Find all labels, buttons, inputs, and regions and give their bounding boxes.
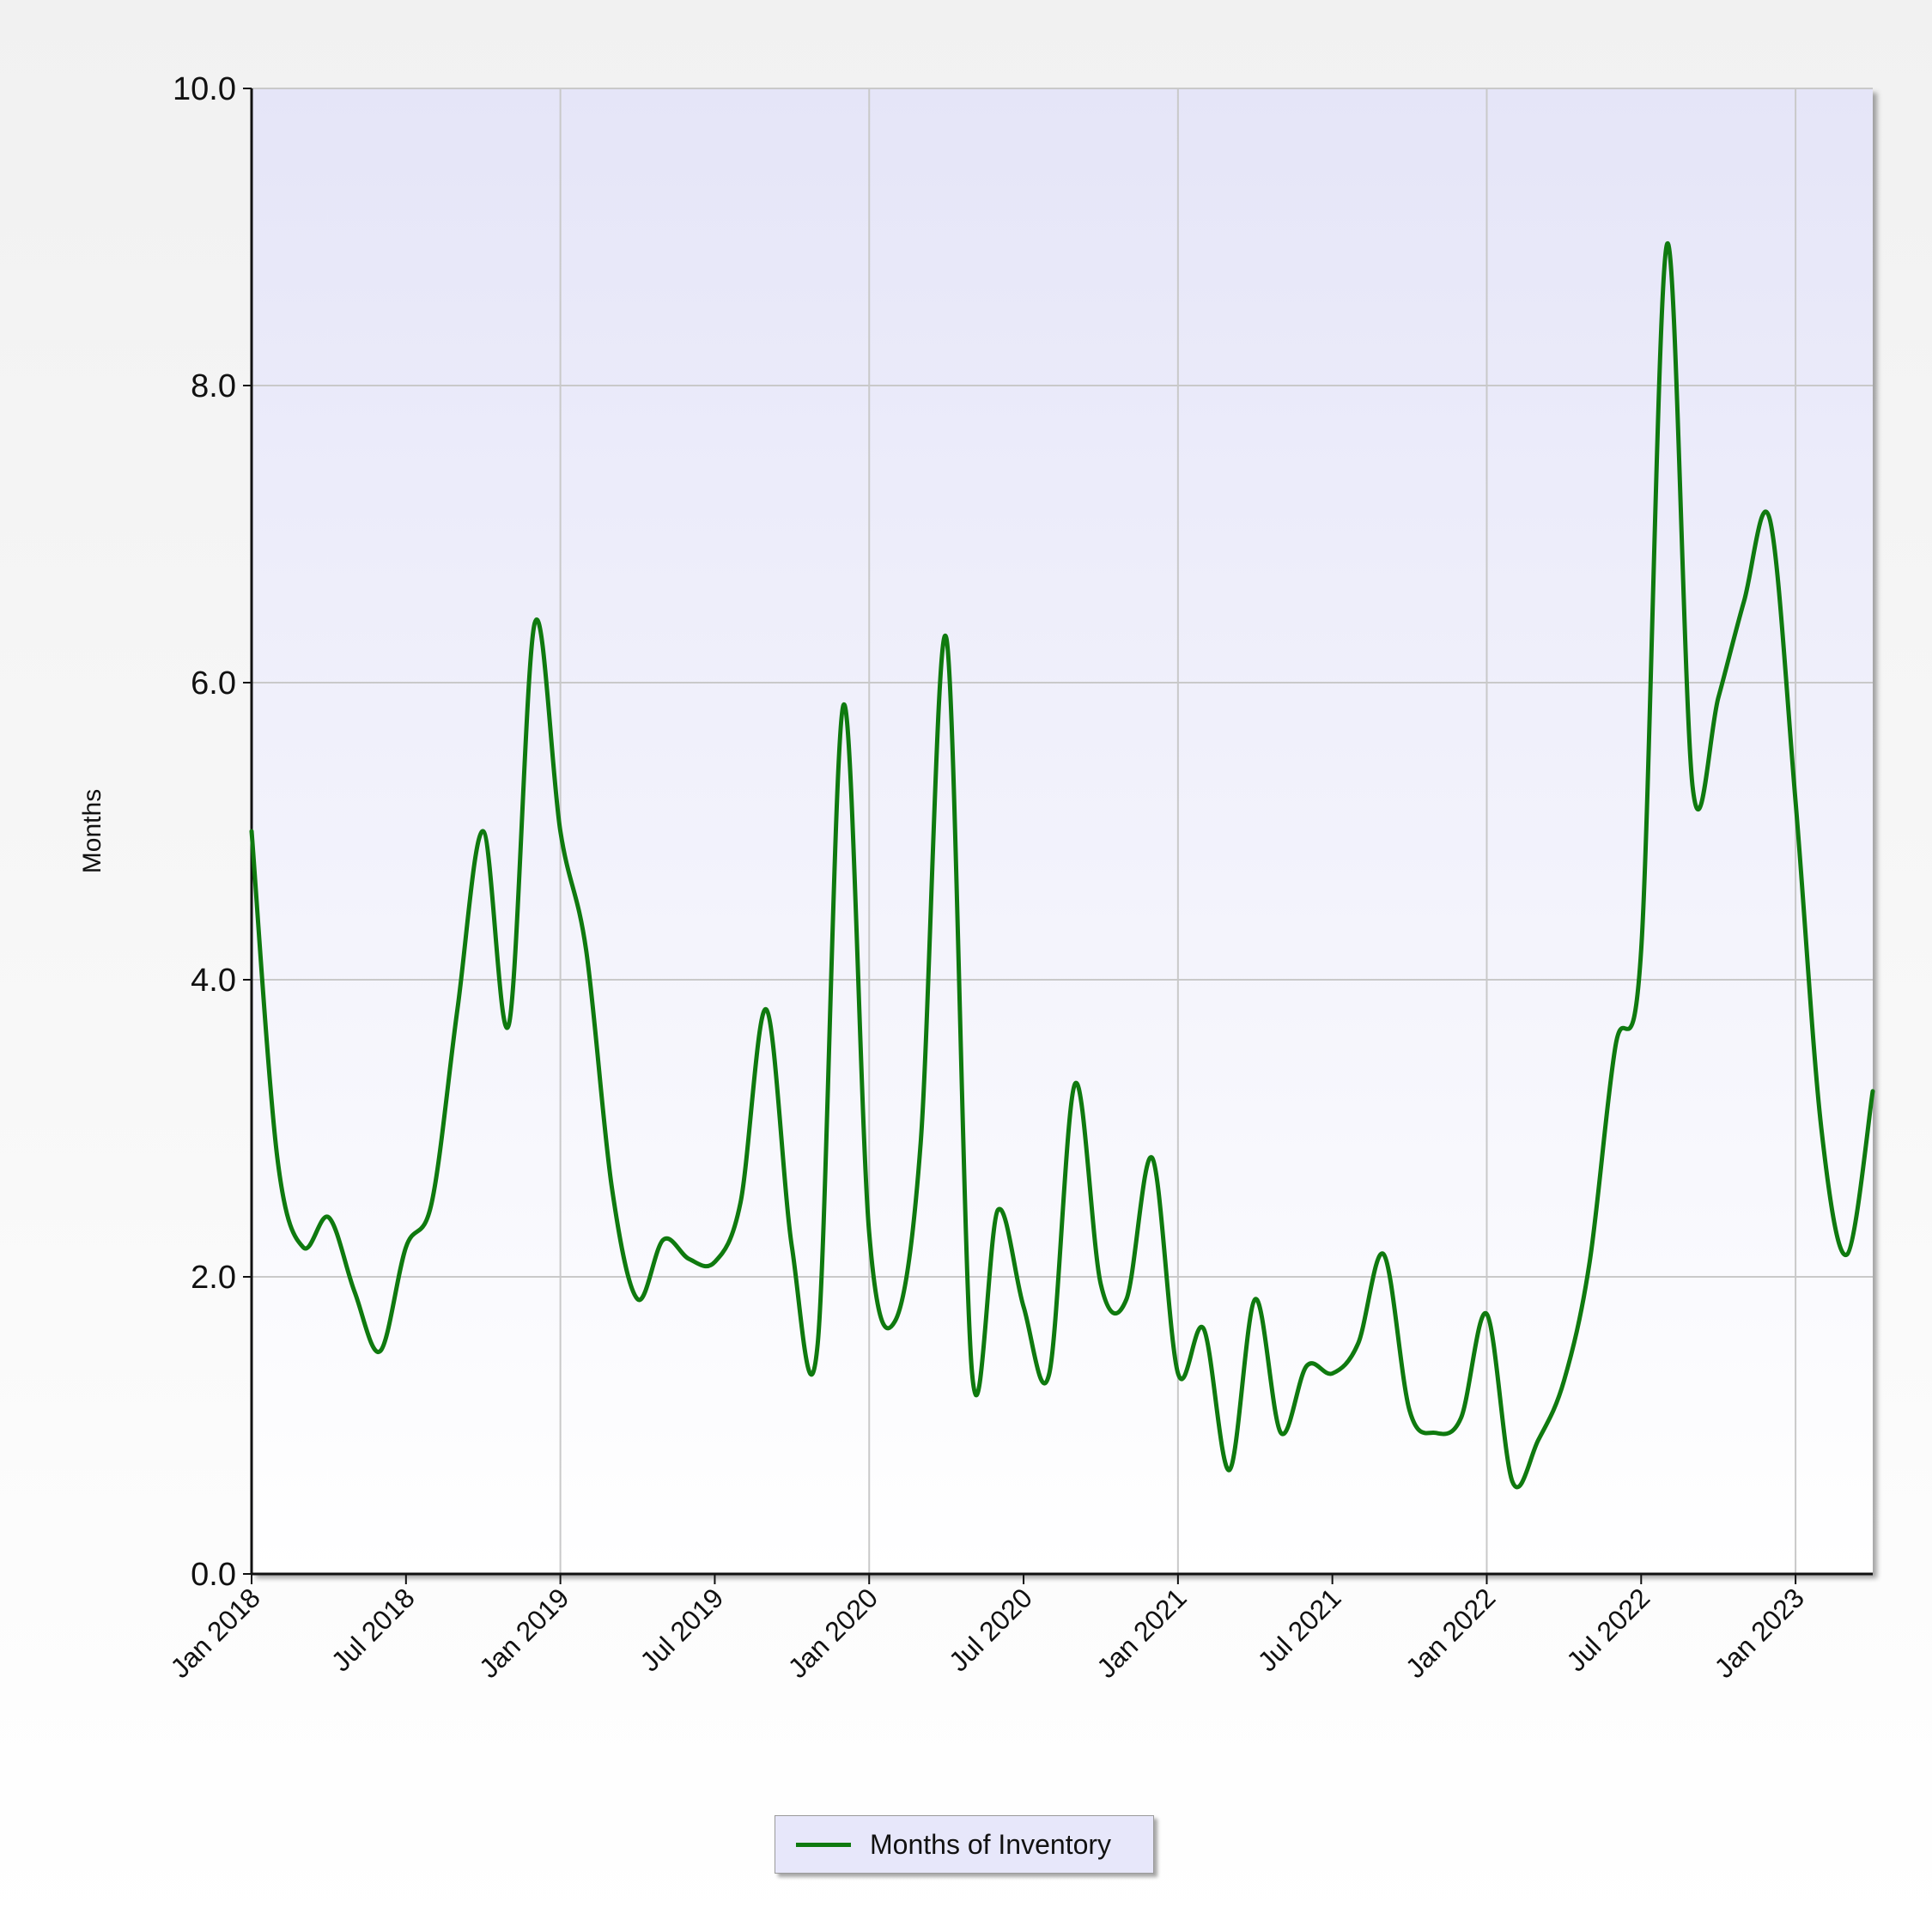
x-tick-label: Jul 2019 bbox=[634, 1582, 729, 1677]
series-line-months-of-inventory bbox=[249, 241, 1875, 1490]
x-axis-ticks: Jan 2018 Jul 2018 Jan 2019 Jul 2019 Jan 2020… bbox=[164, 1574, 1810, 1684]
y-tick-label: 10.0 bbox=[173, 71, 236, 107]
y-tick-label: 8.0 bbox=[191, 368, 236, 404]
x-tick-label: Jul 2022 bbox=[1560, 1582, 1656, 1677]
x-tick-label: Jul 2020 bbox=[943, 1582, 1038, 1677]
plot-area bbox=[252, 88, 1873, 1574]
x-tick-label: Jan 2018 bbox=[164, 1582, 266, 1684]
y-tick-label: 6.0 bbox=[191, 665, 236, 702]
y-tick-label: 0.0 bbox=[191, 1557, 236, 1593]
y-tick-label: 2.0 bbox=[191, 1260, 236, 1296]
x-tick-label: Jan 2020 bbox=[782, 1582, 884, 1684]
x-tick-label: Jan 2022 bbox=[1400, 1582, 1502, 1684]
legend: Months of Inventory bbox=[775, 1815, 1154, 1874]
x-tick-label: Jul 2018 bbox=[325, 1582, 421, 1677]
legend-label: Months of Inventory bbox=[870, 1828, 1112, 1860]
x-tick-label: Jan 2023 bbox=[1708, 1582, 1810, 1684]
x-tick-label: Jul 2021 bbox=[1252, 1582, 1347, 1677]
y-tick-label: 4.0 bbox=[191, 963, 236, 999]
x-tick-label: Jan 2021 bbox=[1091, 1582, 1193, 1684]
y-axis-ticks: 0.0 2.0 4.0 6.0 8.0 10.0 bbox=[173, 71, 252, 1593]
x-tick-label: Jan 2019 bbox=[473, 1582, 575, 1684]
legend-swatch bbox=[796, 1842, 851, 1847]
y-axis-label: Months bbox=[78, 789, 106, 873]
